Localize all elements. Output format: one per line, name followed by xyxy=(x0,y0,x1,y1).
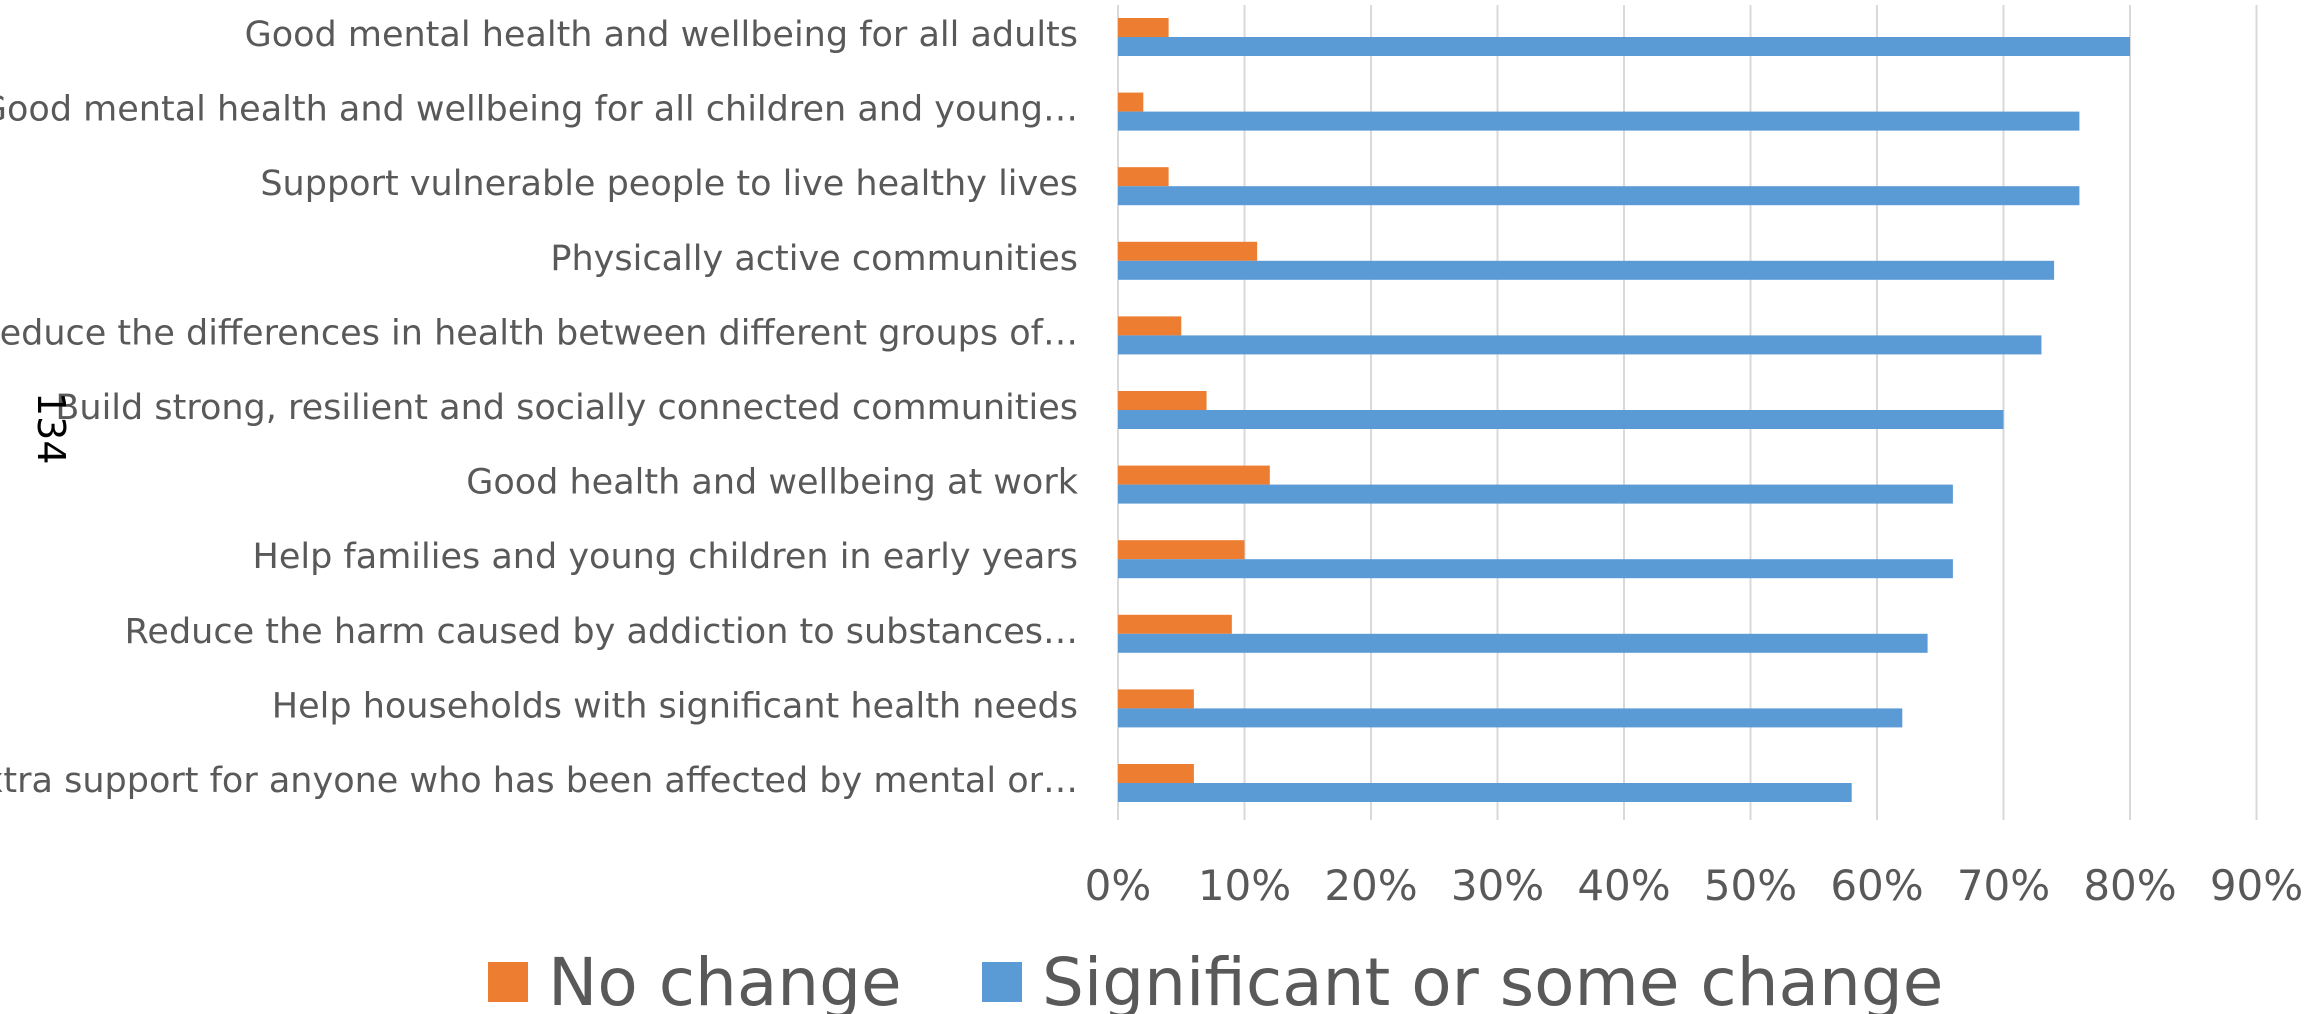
bar-significant-change xyxy=(1118,633,1928,653)
x-tick-label: 20% xyxy=(1324,861,1417,910)
legend-swatch xyxy=(982,962,1022,1002)
bar-significant-change xyxy=(1118,484,1953,504)
category-label: Help families and young children in earl… xyxy=(253,537,1079,577)
category-labels: Good mental health and wellbeing for all… xyxy=(0,15,1079,801)
bar-no-change xyxy=(1118,391,1207,410)
bar-significant-change xyxy=(1118,410,2004,429)
bar-significant-change xyxy=(1118,708,1903,728)
category-label: Build strong, resilient and socially con… xyxy=(55,388,1078,428)
x-axis-ticks: 0% 10% 20% 30% 40% 50% 60% 70% 80% 90% xyxy=(1085,861,2304,910)
category-label: Good mental health and wellbeing for all… xyxy=(245,15,1078,55)
bar-no-change xyxy=(1118,92,1144,112)
bar-no-change xyxy=(1118,689,1194,709)
x-tick-label: 10% xyxy=(1198,861,1291,910)
bar-no-change xyxy=(1118,18,1169,37)
x-tick-label: 60% xyxy=(1830,861,1923,910)
category-label: Reduce the harm caused by addiction to s… xyxy=(125,612,1078,652)
bar-no-change xyxy=(1118,465,1270,485)
bar-no-change xyxy=(1118,764,1194,783)
legend-label: No change xyxy=(548,944,902,1014)
legend-label: Significant or some change xyxy=(1042,944,1943,1014)
legend-swatch xyxy=(488,962,528,1002)
category-label: Support vulnerable people to live health… xyxy=(260,164,1078,204)
category-label: Extra support for anyone who has been af… xyxy=(0,761,1078,801)
x-tick-label: 50% xyxy=(1704,861,1797,910)
category-label: Reduce the differences in health between… xyxy=(0,313,1078,353)
x-tick-label: 70% xyxy=(1957,861,2050,910)
bar-no-change xyxy=(1118,167,1169,187)
category-label: Good health and wellbeing at work xyxy=(466,463,1079,503)
bar-no-change xyxy=(1118,241,1258,261)
x-tick-label: 80% xyxy=(2083,861,2176,910)
x-tick-label: 90% xyxy=(2210,861,2303,910)
x-tick-label: 0% xyxy=(1085,861,1152,910)
x-tick-label: 40% xyxy=(1577,861,1670,910)
bar-significant-change xyxy=(1118,111,2080,131)
category-label: Physically active communities xyxy=(550,239,1078,279)
bars xyxy=(1118,18,2130,802)
bar-significant-change xyxy=(1118,335,2042,355)
category-label: Good mental health and wellbeing for all… xyxy=(0,90,1078,130)
category-label: Help households with significant health … xyxy=(272,686,1078,726)
bar-no-change xyxy=(1118,316,1182,336)
bar-significant-change xyxy=(1118,186,2080,206)
bar-significant-change xyxy=(1118,260,2055,280)
page-number: 134 xyxy=(29,392,73,465)
bar-significant-change xyxy=(1118,37,2130,56)
x-tick-label: 30% xyxy=(1451,861,1544,910)
bar-no-change xyxy=(1118,540,1245,560)
legend: No change Significant or some change xyxy=(488,944,1943,1014)
bar-no-change xyxy=(1118,614,1232,634)
bar-significant-change xyxy=(1118,783,1852,802)
bar-significant-change xyxy=(1118,559,1953,579)
